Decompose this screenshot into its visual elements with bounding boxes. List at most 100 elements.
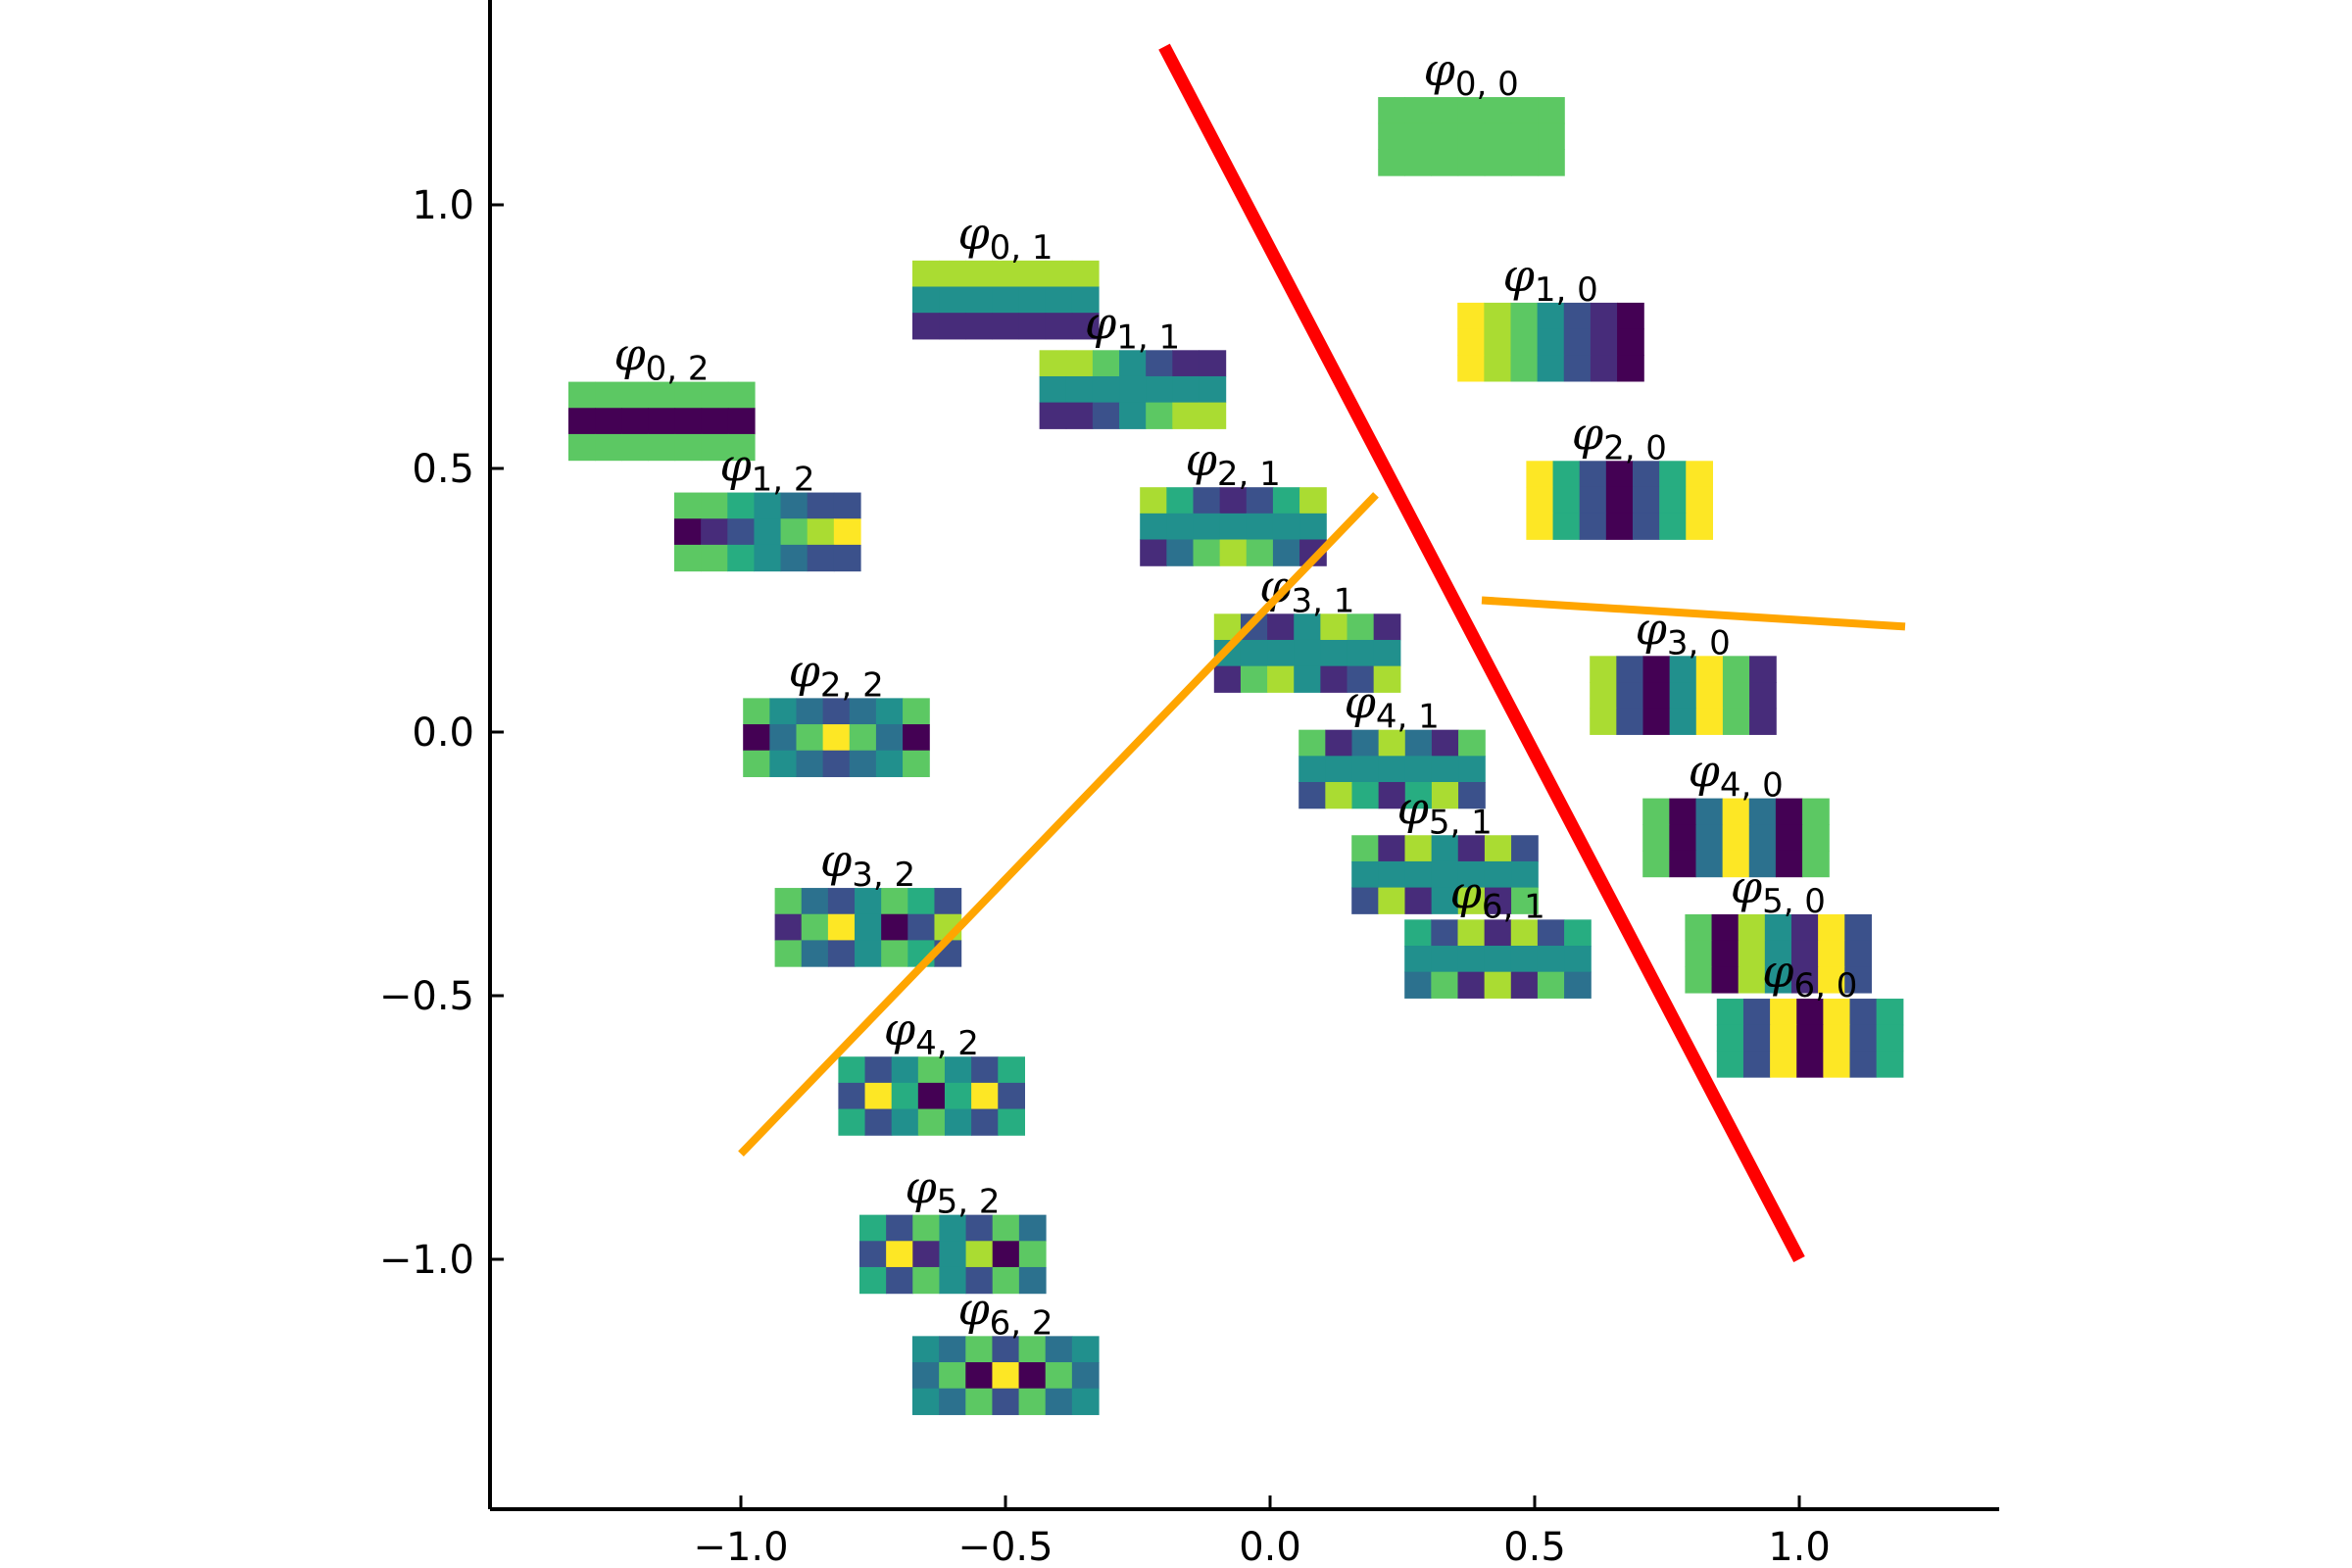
basis-cell: [1404, 97, 1433, 124]
basis-cell: [807, 518, 835, 546]
basis-cell: [1849, 999, 1878, 1026]
basis-cell: [674, 381, 703, 409]
basis-cell: [1738, 913, 1766, 942]
basis-cell: [1563, 328, 1592, 356]
basis-cell: [1431, 887, 1459, 914]
basis-cell: [1092, 375, 1120, 404]
basis-cell: [1510, 919, 1539, 947]
basis-cell: [1457, 946, 1486, 973]
basis-cell: [1404, 919, 1432, 947]
basis-cell: [1018, 1388, 1047, 1415]
basis-cell: [939, 1336, 966, 1363]
basis-cell: [1564, 919, 1592, 947]
basis-cell: [881, 940, 908, 967]
basis-cell: [1404, 149, 1433, 176]
basis-image-6-0: φ6, 0: [1716, 945, 1904, 1078]
basis-cell: [1166, 513, 1195, 541]
basis-cell: [855, 888, 882, 915]
basis-cell: [881, 913, 908, 941]
basis-label-1-0: φ1, 0: [1503, 249, 1598, 310]
basis-cell: [1823, 999, 1851, 1026]
basis-cell: [1071, 1362, 1100, 1390]
basis-cell: [1298, 781, 1326, 809]
basis-cell: [939, 1214, 967, 1242]
basis-cell: [1431, 756, 1459, 783]
basis-image-5-0: φ5, 0: [1685, 860, 1872, 994]
basis-cell: [1431, 149, 1459, 176]
basis-cell: [917, 1108, 946, 1136]
basis-label-4-2: φ4, 2: [884, 1003, 979, 1063]
basis-cell: [1537, 919, 1565, 947]
basis-cell: [1876, 999, 1904, 1026]
basis-cell: [912, 286, 940, 314]
basis-image-6-2: φ6, 2: [912, 1282, 1100, 1415]
y-tick-label: −1.0: [379, 1238, 474, 1283]
basis-cell: [1119, 375, 1147, 404]
basis-cell: [1711, 913, 1740, 942]
basis-cell: [1722, 824, 1750, 852]
basis-cell: [1484, 302, 1512, 330]
basis-cell: [1458, 756, 1486, 783]
basis-cell: [1018, 1336, 1047, 1363]
basis-cell: [1272, 513, 1300, 541]
basis-cell: [1457, 302, 1485, 330]
basis-cell: [1484, 919, 1512, 947]
basis-cell: [568, 433, 596, 462]
basis-cell: [1458, 729, 1486, 757]
basis-cell: [827, 888, 856, 915]
basis-cell: [1510, 328, 1539, 356]
basis-cell: [1199, 375, 1227, 404]
basis-cell: [1552, 461, 1581, 488]
basis-cell: [1484, 971, 1512, 999]
basis-cell: [1538, 97, 1565, 124]
basis-cell: [912, 1266, 941, 1295]
basis-cell: [1267, 613, 1295, 641]
basis-cell: [1632, 513, 1660, 540]
basis-cell: [1659, 513, 1687, 540]
basis-cell: [1404, 122, 1433, 150]
basis-cell: [912, 313, 940, 340]
fit-line-3: [1481, 596, 1906, 631]
basis-cell: [1119, 350, 1147, 377]
basis-cell: [1378, 860, 1406, 889]
basis-cell: [1018, 1241, 1047, 1268]
basis-cell: [727, 408, 756, 435]
basis-cell: [648, 408, 676, 435]
basis-cell: [833, 492, 861, 519]
basis-cell: [674, 433, 703, 462]
basis-cell: [780, 518, 808, 546]
basis-cell: [965, 1266, 994, 1295]
basis-cell: [754, 544, 782, 572]
basis-cell: [912, 1336, 940, 1363]
basis-cell: [1045, 260, 1073, 288]
basis-cell: [743, 724, 770, 752]
basis-cell: [1844, 940, 1872, 967]
basis-cell: [701, 544, 728, 572]
basis-cell: [1484, 122, 1512, 150]
basis-cell: [1738, 940, 1766, 967]
basis-cell: [833, 544, 861, 572]
basis-cell: [1039, 402, 1067, 429]
basis-cell: [1484, 328, 1512, 356]
basis-cell: [939, 1241, 967, 1268]
basis-cell: [912, 260, 940, 288]
basis-cell: [912, 1362, 940, 1390]
basis-cell: [674, 408, 703, 435]
basis-cell: [917, 1082, 946, 1110]
basis-cell: [1299, 513, 1327, 541]
basis-cell: [568, 381, 596, 409]
basis-cell: [1685, 966, 1713, 994]
basis-cell: [1404, 781, 1433, 809]
basis-cell: [1802, 850, 1830, 878]
basis-cell: [1378, 122, 1405, 150]
basis-cell: [568, 408, 596, 435]
basis-label-5-0: φ5, 0: [1731, 860, 1826, 921]
basis-label-1-1: φ1, 1: [1085, 296, 1180, 357]
basis-cell: [1748, 798, 1777, 825]
basis-cell: [1071, 1336, 1100, 1363]
basis-cell: [1378, 887, 1406, 914]
basis-cell: [1632, 461, 1660, 488]
basis-cell: [1716, 1051, 1744, 1078]
basis-cell: [1844, 913, 1872, 942]
axes-layer: −1.0 −0.5 0.0 0.5 1.0 −1.0 −0.5 0.0 0.5 1.0: [379, 0, 1999, 1568]
